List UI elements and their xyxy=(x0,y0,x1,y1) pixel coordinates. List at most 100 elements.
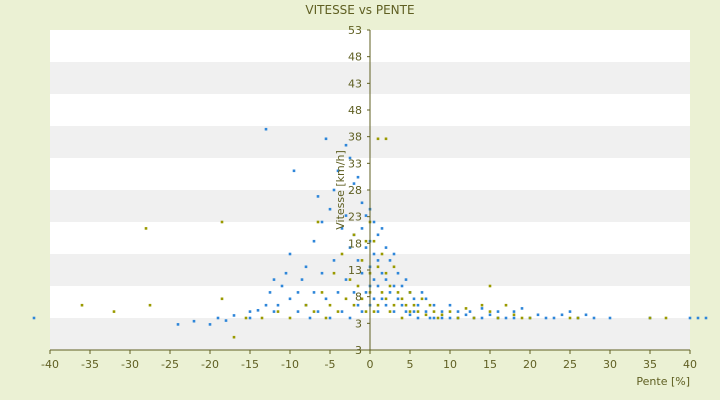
data-point xyxy=(352,291,356,294)
data-point xyxy=(388,310,392,313)
data-point xyxy=(320,220,324,224)
data-point xyxy=(364,291,368,294)
x-tick-label: -15 xyxy=(241,358,259,371)
data-point xyxy=(392,284,396,288)
data-point xyxy=(344,214,348,217)
data-point xyxy=(392,252,396,256)
data-point xyxy=(384,297,388,301)
data-point xyxy=(432,303,436,307)
data-point xyxy=(288,297,292,301)
y-tick-label: 23 xyxy=(348,211,362,224)
data-point xyxy=(440,316,444,320)
data-point xyxy=(232,335,236,339)
data-point xyxy=(420,297,424,301)
data-point xyxy=(420,291,424,294)
x-tick-label: 5 xyxy=(407,358,414,371)
data-point xyxy=(528,316,532,320)
data-point xyxy=(304,303,308,307)
data-point xyxy=(220,220,224,224)
y-tick-label: 28 xyxy=(348,184,362,197)
data-point xyxy=(372,297,376,301)
data-point xyxy=(320,271,324,275)
data-point xyxy=(264,303,268,307)
data-point xyxy=(424,297,428,301)
data-point xyxy=(552,316,556,320)
x-tick-label: -40 xyxy=(41,358,59,371)
data-point xyxy=(308,316,312,320)
data-point xyxy=(412,303,416,307)
data-point xyxy=(576,316,580,320)
data-point xyxy=(360,259,364,262)
data-point xyxy=(276,303,280,307)
data-point xyxy=(396,297,400,301)
data-point xyxy=(384,137,388,141)
data-point xyxy=(280,284,284,288)
data-point xyxy=(324,316,328,320)
data-point xyxy=(340,227,344,230)
data-point xyxy=(208,323,212,326)
data-point xyxy=(336,169,340,173)
chart-title: VITESSE vs PENTE xyxy=(305,3,414,17)
data-point xyxy=(372,220,376,224)
data-point xyxy=(380,297,384,301)
x-tick-label: 40 xyxy=(683,358,697,371)
y-tick-label: 53 xyxy=(348,24,362,37)
y-tick-label: 48 xyxy=(348,51,362,64)
data-point xyxy=(380,291,384,294)
data-point xyxy=(112,310,116,313)
data-point xyxy=(608,316,612,320)
data-point xyxy=(584,313,588,317)
data-point xyxy=(268,291,272,294)
data-point xyxy=(356,175,360,179)
data-point xyxy=(432,310,436,313)
data-point xyxy=(392,310,396,313)
data-point xyxy=(340,252,344,256)
data-point xyxy=(360,271,364,275)
data-point xyxy=(592,316,596,320)
data-point xyxy=(144,227,148,230)
y-axis-title: Vitesse [km/h] xyxy=(334,150,347,230)
data-point xyxy=(336,310,340,313)
data-point xyxy=(648,316,652,320)
data-point xyxy=(520,307,524,310)
data-point xyxy=(384,303,388,307)
data-point xyxy=(232,314,236,317)
data-point xyxy=(380,271,384,275)
data-point xyxy=(480,307,484,310)
data-point xyxy=(360,227,364,230)
data-point xyxy=(568,310,572,313)
data-point xyxy=(408,313,412,317)
data-point xyxy=(496,310,500,313)
y-tick-label: 43 xyxy=(348,77,362,90)
x-tick-label: 15 xyxy=(483,358,497,371)
data-point xyxy=(372,252,376,256)
data-point xyxy=(440,310,444,313)
data-point xyxy=(480,316,484,320)
data-point xyxy=(340,310,344,313)
data-point xyxy=(416,310,420,313)
data-point xyxy=(344,297,348,301)
data-point xyxy=(400,297,404,301)
data-point xyxy=(256,309,260,312)
data-point xyxy=(304,265,308,269)
data-point xyxy=(464,313,468,317)
data-point xyxy=(352,182,356,185)
data-point xyxy=(404,303,408,307)
data-point xyxy=(424,310,428,313)
data-point xyxy=(512,310,516,313)
data-point xyxy=(272,278,276,281)
data-point xyxy=(456,316,460,320)
x-tick-label: 35 xyxy=(643,358,657,371)
data-point xyxy=(364,246,368,249)
data-point xyxy=(472,316,476,320)
data-point xyxy=(376,233,380,237)
data-point xyxy=(360,310,364,313)
data-point xyxy=(428,303,432,307)
data-point xyxy=(448,303,452,307)
data-point xyxy=(416,316,420,320)
data-point xyxy=(276,310,280,313)
x-tick-label: -35 xyxy=(81,358,99,371)
y-tick-label: 48 xyxy=(348,104,362,117)
data-point xyxy=(468,310,472,313)
